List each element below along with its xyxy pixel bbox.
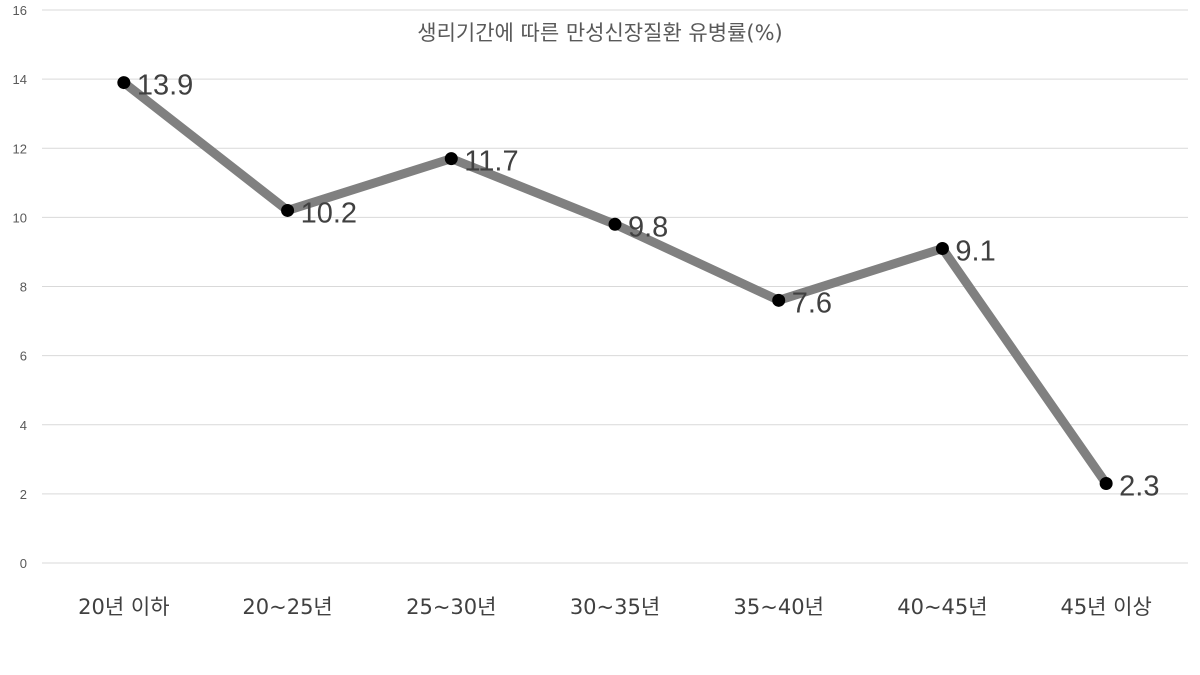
x-tick-label: 40~45년 (897, 595, 987, 619)
data-label: 9.8 (628, 211, 668, 243)
data-point-marker (935, 241, 949, 255)
chart-title: 생리기간에 따른 만성신장질환 유병률(%) (417, 21, 782, 45)
x-axis-ticks: 20년 이하 20~25년 25~30년 30~35년 35~40년 40~45년 45년 … (78, 595, 1152, 619)
data-point-marker (281, 203, 295, 217)
y-axis-ticks: 0 2 4 6 8 10 12 14 16 (13, 3, 27, 571)
y-tick-label: 16 (13, 3, 27, 18)
y-tick-label: 12 (13, 141, 27, 156)
data-label: 11.7 (464, 146, 518, 178)
data-point-marker (772, 293, 786, 307)
data-markers (117, 76, 1113, 491)
series-line (119, 78, 1111, 489)
data-label: 2.3 (1119, 471, 1159, 503)
x-tick-label: 25~30년 (406, 595, 496, 619)
data-point-marker (444, 152, 458, 166)
data-label: 10.2 (301, 197, 357, 229)
x-tick-label: 35~40년 (734, 595, 824, 619)
y-tick-label: 14 (13, 72, 27, 87)
x-tick-label: 45년 이상 (1060, 595, 1151, 619)
series-line-group (119, 78, 1111, 489)
y-tick-label: 8 (20, 280, 27, 295)
data-point-marker (608, 217, 622, 231)
y-tick-label: 10 (13, 210, 27, 225)
x-tick-label: 20~25년 (242, 595, 332, 619)
data-labels: 13.9 10.2 11.7 9.8 7.6 9.1 2.3 (137, 70, 1160, 503)
y-tick-label: 0 (20, 556, 27, 571)
data-point-marker (117, 76, 131, 90)
y-tick-label: 2 (20, 487, 27, 502)
x-tick-label: 30~35년 (570, 595, 660, 619)
data-label: 7.6 (792, 287, 832, 319)
data-label: 13.9 (137, 70, 193, 102)
y-tick-label: 4 (20, 418, 27, 433)
gridlines (42, 9, 1188, 564)
data-label: 9.1 (955, 235, 995, 267)
y-tick-label: 6 (20, 349, 27, 364)
data-point-marker (1099, 477, 1113, 491)
x-tick-label: 20년 이하 (78, 595, 169, 619)
